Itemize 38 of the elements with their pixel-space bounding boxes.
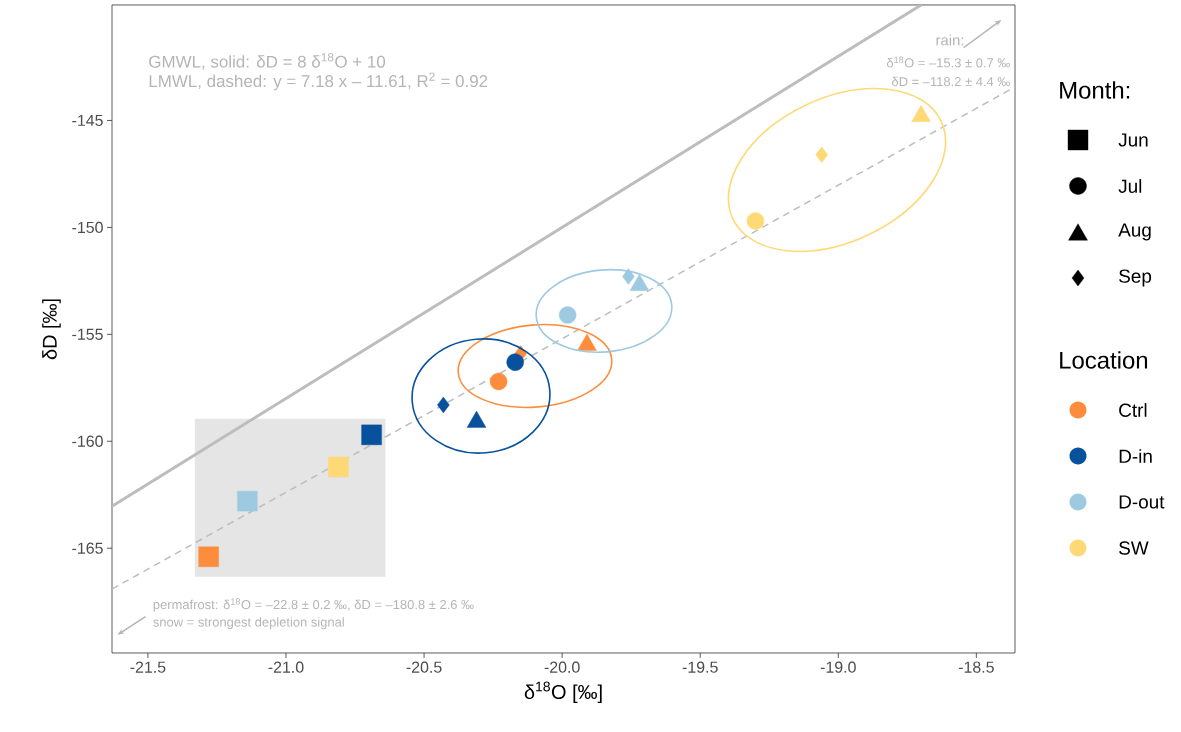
x-tick-label: -20.5 [406,661,442,673]
legend-label: Jul [1118,179,1142,193]
y-tick-label: -145 [72,114,103,127]
annotation: permafrost: δ$^{18}$O = –22.8 ± 0.2 ‰, δD = –180.8 ± 2.6 ‰ [153,598,474,612]
legend-label: Ctrl [1119,403,1147,417]
annotation: LMWL, dashed: y = 7.18 x – 11.61, R$^{2}$ = 0.92 [149,72,488,91]
y-tick-label: -160 [72,435,103,447]
y-tick-label: -150 [72,221,103,234]
point [489,372,508,391]
point [198,546,219,567]
y-tick-label: -165 [72,542,103,554]
x-tick-label: -19.0 [820,661,856,673]
legend-label: SW [1119,541,1149,555]
legend-label: Sep [1119,269,1152,287]
x-tick-label: -20.0 [544,661,580,673]
annotation: GMWL, solid: δD = 8 δ$^{18}$O + 10 [149,53,386,70]
x-axis-title: δ$^{18}$O [‰] [524,681,602,704]
point [558,306,577,324]
text: Month: [1060,81,1130,99]
annotation: snow = strongest depletion signal [153,617,344,630]
x-tick-label: -18.5 [958,661,994,673]
annotation: δ$^{18}$O = –15.3 ± 0.7 ‰ [886,56,1010,68]
y-axis-title: δD [‰] [42,299,61,360]
point [746,212,765,230]
y-tick-label: -155 [72,328,103,340]
annotation: rain: [936,34,964,46]
point [328,456,349,478]
x-tick-label: -19.5 [682,661,718,673]
legend-label: Aug [1118,223,1151,241]
annotation: δD = –118.2 ± 4.4 ‰ [892,76,1010,87]
point [237,490,258,512]
x-tick-label: -21.5 [130,661,166,673]
legend-label: Jun [1118,133,1148,147]
x-tick-label: -21.0 [268,661,304,673]
legend-label: D-in [1119,449,1152,463]
legend-label: D-out [1119,495,1165,509]
text: Location [1060,351,1148,369]
point [506,353,524,371]
